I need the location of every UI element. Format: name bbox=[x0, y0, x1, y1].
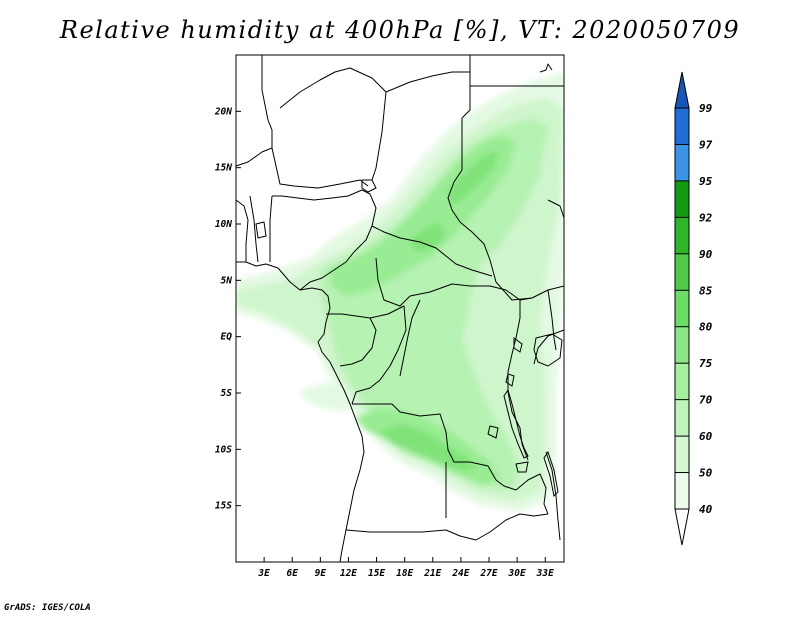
angola-namibia-border bbox=[345, 529, 477, 541]
lon-tick-label: 15E bbox=[368, 568, 385, 579]
country-boundaries bbox=[235, 55, 565, 563]
colorbar-label: 80 bbox=[699, 321, 713, 334]
lake-victoria bbox=[533, 333, 563, 367]
nigeria-niger-border bbox=[272, 189, 377, 291]
lon-tick-label: 21E bbox=[423, 568, 441, 579]
congo-drc-border bbox=[351, 305, 407, 405]
cameroon-chad-border bbox=[371, 225, 493, 277]
ghana-togo-border bbox=[249, 195, 259, 263]
lake-albert bbox=[513, 337, 523, 353]
humidity-band-70 bbox=[320, 118, 548, 490]
lat-tick-label: 10S bbox=[215, 444, 232, 455]
lat-tick-label: EQ bbox=[221, 332, 233, 343]
colorbar-min-triangle bbox=[674, 508, 690, 546]
latitude-ticks: 20N 15N 10N 5N EQ 5S 10S 15S bbox=[214, 106, 241, 512]
lakes bbox=[255, 179, 563, 498]
colorbar-cell bbox=[675, 472, 689, 509]
uganda-kenya-border bbox=[547, 289, 557, 351]
south-sudan-uganda-border bbox=[495, 281, 565, 301]
libya-chad-border bbox=[461, 55, 471, 119]
lon-tick-label: 9E bbox=[315, 568, 327, 579]
colorbar-label: 50 bbox=[699, 467, 713, 480]
colorbar-label: 92 bbox=[699, 211, 713, 224]
angola-drc-border bbox=[352, 403, 517, 491]
colorbar: 40 50 60 70 75 80 85 90 92 95 97 99 bbox=[674, 71, 713, 546]
lon-tick-label: 27E bbox=[479, 568, 497, 579]
lon-tick-label: 6E bbox=[287, 568, 299, 579]
colorbar-label: 75 bbox=[699, 357, 713, 370]
colorbar-cell bbox=[675, 144, 689, 181]
lake-volta bbox=[255, 221, 267, 239]
humidity-band-50-atlantic bbox=[300, 382, 352, 412]
map-title: Relative humidity at 400hPa [%], VT: 202… bbox=[59, 16, 741, 44]
cameroon-car-border bbox=[375, 257, 411, 307]
colorbar-cell bbox=[675, 436, 689, 473]
lon-tick-label: 30E bbox=[508, 568, 526, 579]
algeria-niger-border bbox=[349, 67, 387, 181]
drc-east-border bbox=[507, 300, 529, 461]
lake-chad bbox=[361, 179, 377, 193]
mali-algeria-border bbox=[279, 67, 351, 109]
humidity-band-80b bbox=[410, 222, 446, 252]
colorbar-cell bbox=[675, 217, 689, 254]
lake-mweru bbox=[487, 425, 499, 439]
lat-tick-label: 5S bbox=[221, 388, 233, 399]
lon-tick-label: 18E bbox=[396, 568, 413, 579]
humidity-band-80 bbox=[448, 150, 498, 206]
zambia-east-border bbox=[515, 473, 549, 515]
colorbar-cell bbox=[675, 399, 689, 437]
lake-malawi bbox=[543, 450, 559, 498]
sudan-ethiopia-border bbox=[547, 199, 565, 219]
lat-tick-label: 20N bbox=[214, 106, 232, 117]
red-sea-coast bbox=[539, 63, 553, 73]
libya-niger-border bbox=[385, 71, 470, 93]
lake-kivu bbox=[505, 373, 515, 387]
colorbar-cell bbox=[675, 253, 689, 291]
lon-tick-label: 24E bbox=[451, 568, 469, 579]
colorbar-cell bbox=[675, 180, 689, 218]
car-south-border bbox=[409, 283, 533, 301]
colorbar-label: 40 bbox=[699, 503, 713, 516]
ghana-ivory-border bbox=[235, 199, 249, 262]
lat-tick-label: 15S bbox=[215, 501, 232, 512]
colorbar-cell bbox=[675, 290, 689, 327]
lon-tick-label: 3E bbox=[257, 568, 270, 579]
colorbar-max-triangle bbox=[674, 71, 690, 109]
malawi-border bbox=[545, 451, 561, 541]
mali-burkina-border bbox=[235, 119, 273, 167]
lon-tick-label: 12E bbox=[340, 568, 357, 579]
longitude-ticks: 3E 6E 9E 12E 15E 18E 21E 24E 27E 30E 33E bbox=[257, 557, 554, 579]
credit: GrADS: IGES/COLA bbox=[4, 603, 91, 613]
lake-bangweulu bbox=[515, 461, 529, 473]
lat-tick-label: 5N bbox=[221, 275, 233, 286]
niger-burkina-border bbox=[271, 147, 369, 189]
lon-tick-label: 33E bbox=[536, 568, 554, 579]
colorbar-label: 97 bbox=[699, 138, 713, 151]
car-drc-border bbox=[399, 299, 421, 377]
colorbar-label: 60 bbox=[699, 430, 713, 443]
sahara-northwest-border bbox=[261, 55, 269, 121]
colorbar-cell bbox=[675, 108, 689, 145]
nigeria-benin-border bbox=[269, 195, 273, 262]
colorbar-label: 99 bbox=[699, 102, 713, 115]
colorbar-label: 90 bbox=[699, 248, 713, 261]
colorbar-cell bbox=[675, 363, 689, 400]
colorbar-label: 95 bbox=[699, 175, 713, 188]
colorbar-cell bbox=[675, 326, 689, 364]
humidity-field bbox=[236, 72, 564, 512]
lake-tanganyika bbox=[503, 388, 529, 459]
gabon-border bbox=[326, 313, 377, 367]
lat-tick-label: 10N bbox=[215, 219, 232, 230]
coastline-west-africa bbox=[236, 261, 365, 563]
lat-tick-label: 15N bbox=[215, 163, 232, 174]
map-frame: 3E 6E 9E 12E 15E 18E 21E 24E 27E 30E 33E 20N 15N 10N… bbox=[214, 54, 565, 579]
zambia-south-border bbox=[475, 513, 549, 541]
colorbar-label: 70 bbox=[699, 394, 713, 407]
chad-sudan-border bbox=[447, 118, 497, 283]
colorbar-label: 85 bbox=[699, 284, 713, 297]
